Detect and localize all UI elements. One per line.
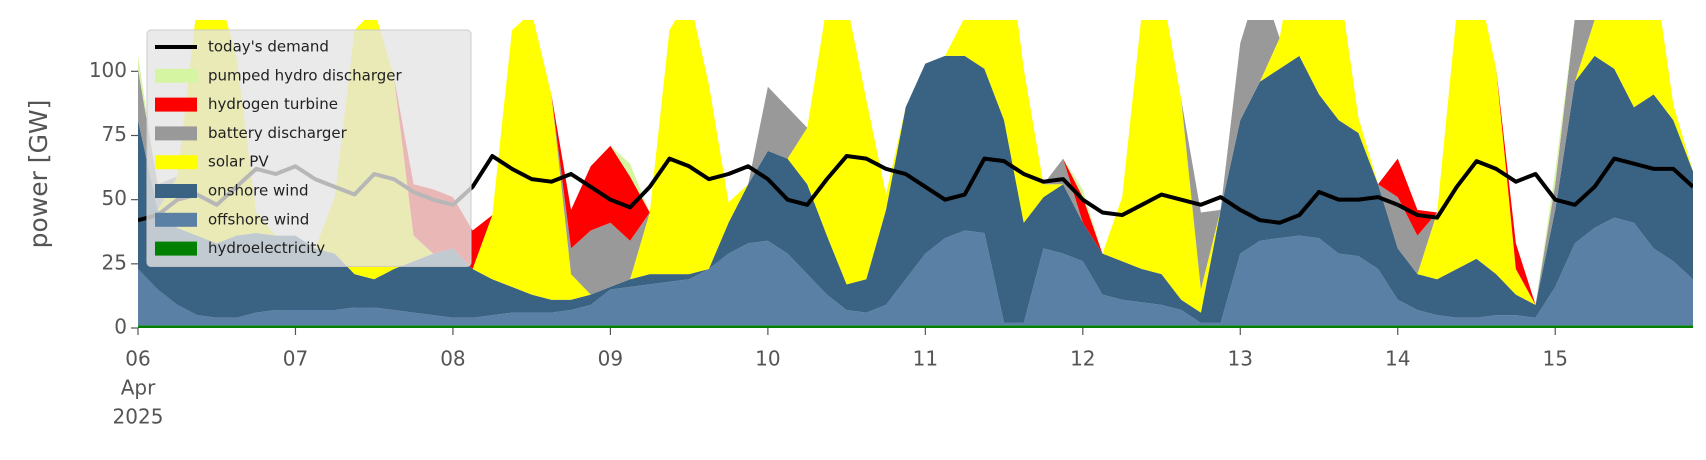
legend-swatch [155,68,197,83]
x-tick-label: 07 [283,347,308,371]
legend-box [146,29,472,267]
legend-swatch [155,155,197,170]
x-tick-sublabel: 2025 [113,405,164,429]
y-tick-label: 75 [102,122,127,146]
x-tick-label: 13 [1228,347,1253,371]
y-tick-label: 0 [114,315,127,339]
legend-swatch [155,126,197,141]
area [138,217,1693,326]
legend-label: onshore wind [208,182,308,200]
legend-label: solar PV [208,153,269,171]
legend-label: today's demand [208,38,329,56]
y-tick-label: 50 [102,186,127,210]
legend-label: hydroelectricity [208,239,325,257]
y-axis-label: power [GW] [24,100,53,249]
x-tick-label: 10 [755,347,780,371]
legend-label: offshore wind [208,210,309,228]
y-tick-label: 100 [89,58,127,82]
legend-swatch [155,184,197,198]
x-tick-label: 06 [125,347,150,371]
legend-swatch [155,241,197,256]
legend-swatch [155,97,197,112]
x-tick-sublabel: Apr [121,376,156,400]
legend-label: battery discharger [208,124,348,142]
legend-label: pumped hydro discharger [208,66,402,84]
area [138,325,1693,328]
y-tick-label: 25 [102,250,127,274]
area [138,20,1693,313]
legend-swatch [155,212,197,227]
x-tick-label: 12 [1070,347,1095,371]
x-tick-label: 08 [440,347,465,371]
x-tick-label: 14 [1385,347,1410,371]
x-tick-label: 09 [598,347,623,371]
x-tick-label: 15 [1542,347,1567,371]
x-tick-label: 11 [913,347,938,371]
area [138,55,1693,323]
legend-label: hydrogen turbine [208,95,338,113]
